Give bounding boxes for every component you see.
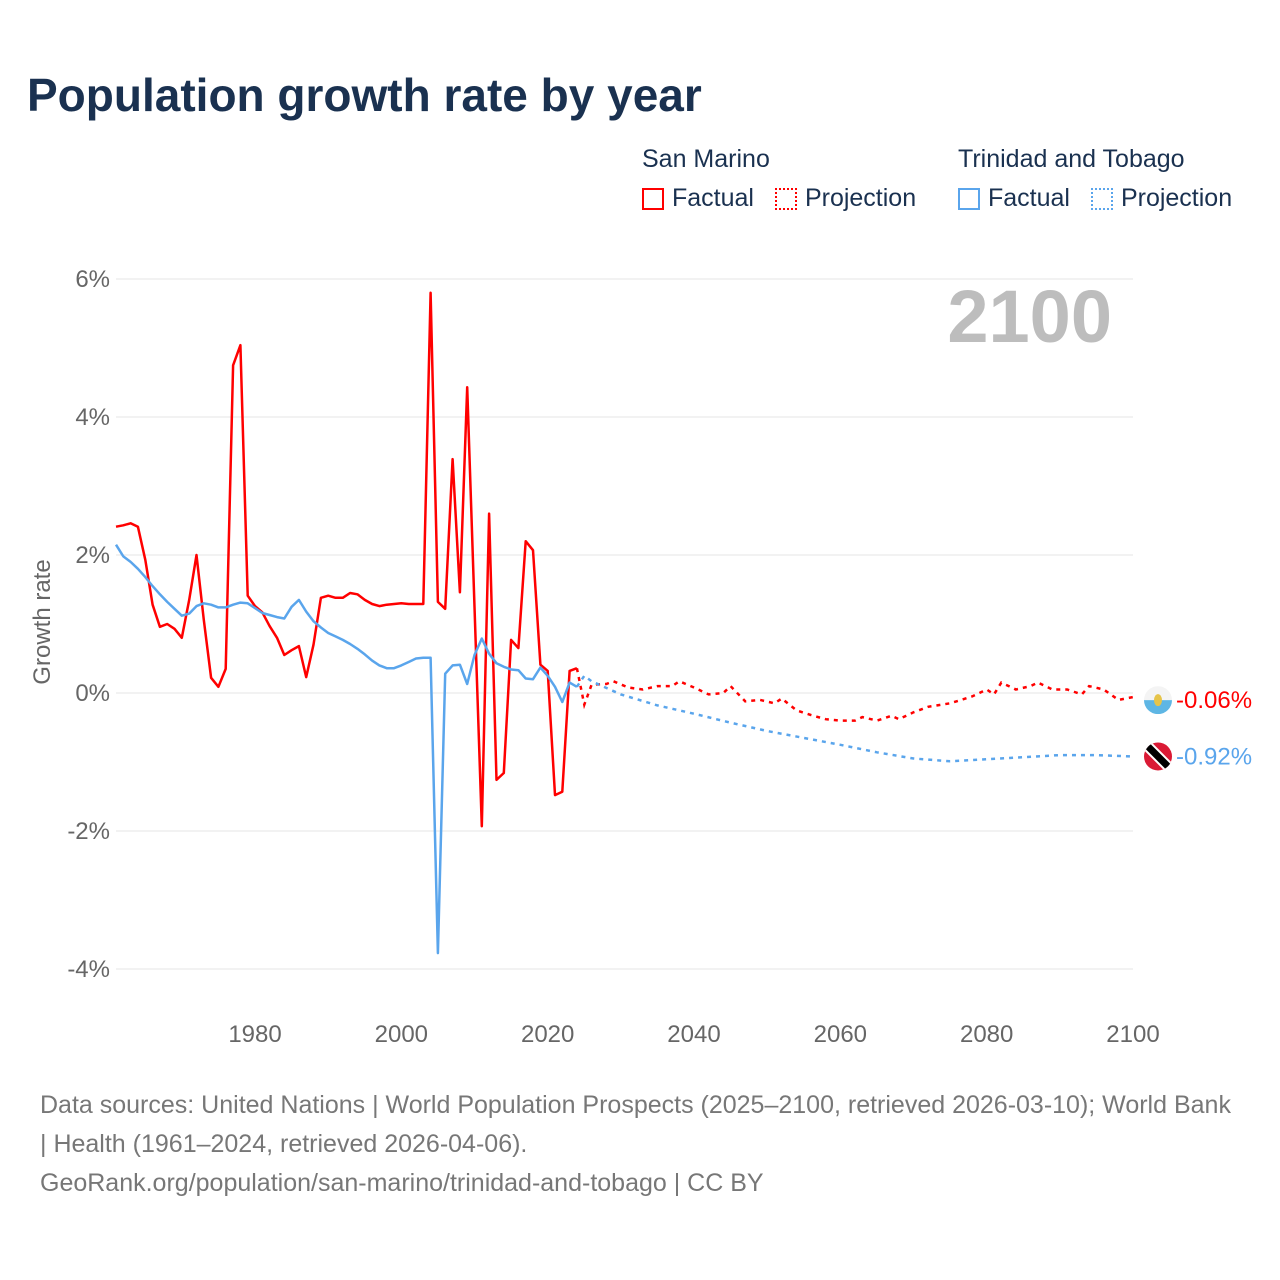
line-chart: 6% 4% 2% 0% -2% -4% 1980 2000 2020 2040 2060 2080 21… (29, 266, 1252, 1048)
san-marino-factual-line (115, 291, 578, 828)
legend-group-trinidad-and-tobago: Trinidad and Tobago Factual Projection (958, 145, 1246, 217)
data-sources: Data sources: United Nations | World Pop… (40, 1091, 1231, 1158)
trinidad-and-tobago-factual-line (114, 544, 578, 955)
x-tick-label: 2000 (375, 1021, 428, 1048)
flag-body (1144, 686, 1172, 715)
x-tick-label: 2020 (521, 1021, 574, 1048)
legend-label: Factual (988, 184, 1070, 212)
flag-body (1144, 742, 1172, 771)
legend-san-marino-factual[interactable]: Factual (642, 184, 754, 213)
legend-tt-projection[interactable]: Projection (1090, 184, 1233, 213)
source-link[interactable]: GeoRank.org/population/san-marino/trinid… (40, 1169, 764, 1197)
legend-label: Factual (672, 184, 754, 212)
x-tick-label: 2100 (1106, 1021, 1159, 1048)
page-title: Population growth rate by year (27, 69, 702, 121)
legend-group-name: San Marino (642, 145, 770, 173)
legend-label: Projection (804, 184, 917, 212)
y-tick-label: 2% (75, 542, 110, 569)
x-tick-label: 2080 (960, 1021, 1013, 1048)
y-tick-label: 4% (75, 404, 110, 431)
legend-tt-factual[interactable]: Factual (958, 184, 1070, 213)
solid-swatch-icon (958, 187, 980, 210)
legend-san-marino-projection[interactable]: Projection (774, 184, 917, 213)
san-marino-flag-icon (1144, 686, 1172, 715)
dotted-swatch-icon (1090, 187, 1113, 210)
trinidad-and-tobago-end-label: -0.92% (1176, 743, 1252, 770)
year-label: 2100 (947, 275, 1112, 358)
y-tick-label: -4% (67, 956, 110, 983)
san-marino-projection-line (575, 667, 1134, 722)
dotted-swatch-icon (774, 187, 797, 210)
x-tick-label: 1980 (228, 1021, 281, 1048)
trinidad-and-tobago-projection-line (575, 674, 1134, 763)
legend-label: Projection (1120, 184, 1233, 212)
y-tick-label: 0% (75, 680, 110, 707)
flag-black-stripe (1144, 742, 1172, 771)
flag-white-band (1144, 686, 1172, 701)
x-tick-label: 2060 (814, 1021, 867, 1048)
san-marino-end-label: -0.06% (1176, 687, 1252, 714)
trinidad-and-tobago-flag-icon (1144, 742, 1172, 771)
x-tick-label: 2040 (667, 1021, 720, 1048)
legend-group-san-marino: San Marino Factual Projection (642, 145, 930, 217)
y-axis-label: Growth rate (29, 559, 56, 684)
solid-swatch-icon (642, 187, 664, 210)
y-tick-label: 6% (75, 266, 110, 293)
footer: Data sources: United Nations | World Pop… (40, 1086, 1240, 1203)
y-tick-label: -2% (67, 818, 110, 845)
coat-of-arms-icon (1154, 694, 1162, 707)
flag-blue-band (1144, 700, 1172, 715)
legend-group-name: Trinidad and Tobago (958, 145, 1185, 173)
